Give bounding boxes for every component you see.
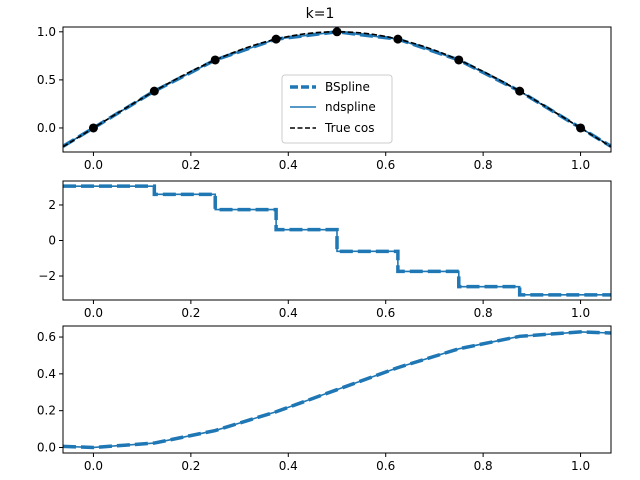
legend-label-bspline: BSpline: [325, 80, 370, 94]
axes-middle: 0.0 0.2 0.4 0.6 0.8 1.0 −2 0 2: [38, 180, 612, 320]
legend: BSpline ndspline True cos: [281, 74, 393, 144]
knot-point: [393, 34, 403, 44]
x-tick-label: 0.0: [84, 158, 103, 172]
y-tick-label: 0: [48, 234, 56, 248]
x-tick-label: 0.6: [376, 306, 395, 320]
x-tick-label: 0.8: [474, 158, 493, 172]
y-tick-label: 0.4: [37, 367, 56, 381]
y-tick-label: 0.5: [37, 73, 56, 87]
x-tick-label: 0.4: [279, 158, 298, 172]
chart-title: k=1: [306, 6, 335, 22]
x-tick-label: 0.2: [181, 306, 200, 320]
legend-label-true-cos: True cos: [324, 121, 375, 135]
plot-area: [63, 330, 611, 450]
y-tick-label: 0.6: [37, 330, 56, 344]
knot-point: [576, 123, 586, 133]
axes-frame: [62, 325, 612, 454]
knot-point: [515, 86, 525, 96]
legend-label-ndspline: ndspline: [325, 100, 376, 114]
series-line-ndspline-antiderivative: [63, 331, 611, 449]
x-tick-label: 0.4: [279, 306, 298, 320]
x-tick-label: 0.2: [181, 158, 200, 172]
y-tick-label: 0.0: [37, 121, 56, 135]
x-tick-label: 1.0: [571, 158, 590, 172]
y-tick-label: −2: [38, 269, 56, 283]
knot-point: [332, 27, 342, 37]
legend-frame: [281, 74, 393, 144]
x-tick-label: 0.8: [474, 459, 493, 473]
knot-point: [149, 86, 159, 96]
knot-point: [88, 123, 98, 133]
knot-point: [454, 55, 464, 65]
y-tick-label: 1.0: [37, 25, 56, 39]
x-tick-label: 0.6: [376, 459, 395, 473]
x-tick-label: 0.6: [376, 158, 395, 172]
x-tick-label: 0.0: [84, 459, 103, 473]
y-tick-label: 2: [48, 198, 56, 212]
axes-frame: [62, 26, 612, 153]
x-tick-label: 1.0: [571, 306, 590, 320]
knot-point: [210, 55, 220, 65]
x-tick-label: 1.0: [571, 459, 590, 473]
x-tick-label: 0.0: [84, 306, 103, 320]
axes-bottom: 0.0 0.2 0.4 0.6 0.8 1.0 0.0 0.2 0.4 0.6: [37, 325, 612, 473]
y-tick-label: 0.2: [37, 404, 56, 418]
y-tick-label: 0.0: [37, 440, 56, 454]
axes-top: 0.0 0.2 0.4 0.6 0.8 1.0 0.0 0.5 1.0: [37, 25, 612, 172]
x-tick-label: 0.4: [279, 459, 298, 473]
series-line-bspline-derivative: [63, 184, 611, 297]
plot-area: [63, 184, 611, 297]
x-tick-label: 0.2: [181, 459, 200, 473]
x-tick-label: 0.8: [474, 306, 493, 320]
knot-point: [271, 34, 281, 44]
